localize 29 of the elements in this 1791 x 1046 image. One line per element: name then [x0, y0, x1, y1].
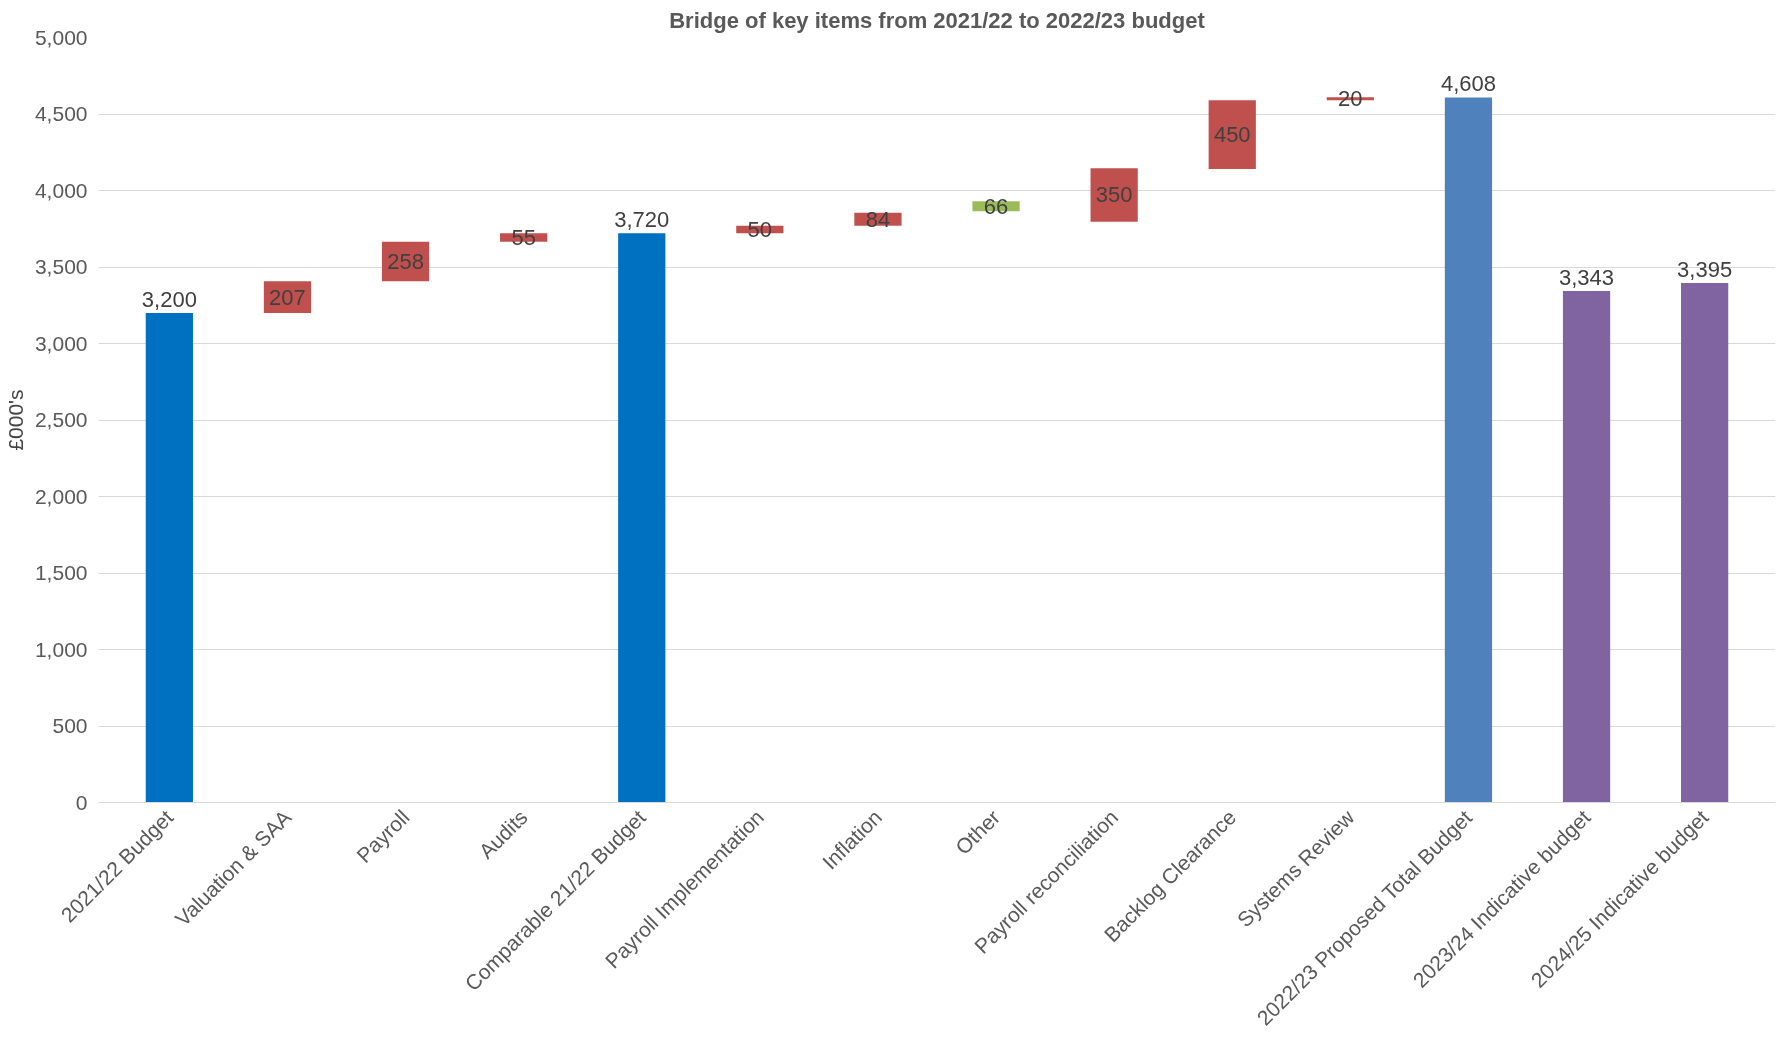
y-axis-title: £000's	[3, 389, 27, 451]
y-tick-label: 500	[52, 714, 88, 737]
bar	[1681, 283, 1729, 803]
y-tick-label: 2,500	[34, 408, 88, 431]
data-label: 350	[1095, 182, 1133, 208]
y-tick-label: 4,000	[34, 178, 88, 202]
bar	[1562, 291, 1611, 803]
y-tick-label: 3,000	[34, 331, 88, 355]
data-label: 4,608	[1440, 71, 1496, 97]
y-tick-label: 1,000	[34, 637, 88, 661]
chart-title: Bridge of key items from 2021/22 to 2022/23 budget	[669, 7, 1206, 33]
data-label: 84	[865, 206, 891, 232]
data-label: 207	[269, 284, 306, 310]
y-tick-label: 4,500	[34, 102, 88, 125]
data-label: 3,395	[1677, 256, 1733, 282]
bar	[145, 312, 193, 803]
y-tick-label: 1,500	[34, 561, 88, 584]
bar	[618, 233, 666, 803]
bar	[1444, 97, 1493, 803]
data-label: 258	[387, 248, 424, 274]
data-label: 3,343	[1559, 264, 1615, 290]
bar	[1208, 100, 1256, 170]
y-tick-label: 0	[75, 790, 88, 814]
data-label: 3,720	[614, 207, 670, 233]
data-label: 450	[1213, 122, 1251, 148]
y-tick-label: 3,500	[34, 255, 88, 278]
y-tick-label: 2,000	[34, 484, 88, 508]
y-tick-label: 5,000	[34, 25, 88, 49]
data-label: 3,200	[141, 286, 197, 312]
